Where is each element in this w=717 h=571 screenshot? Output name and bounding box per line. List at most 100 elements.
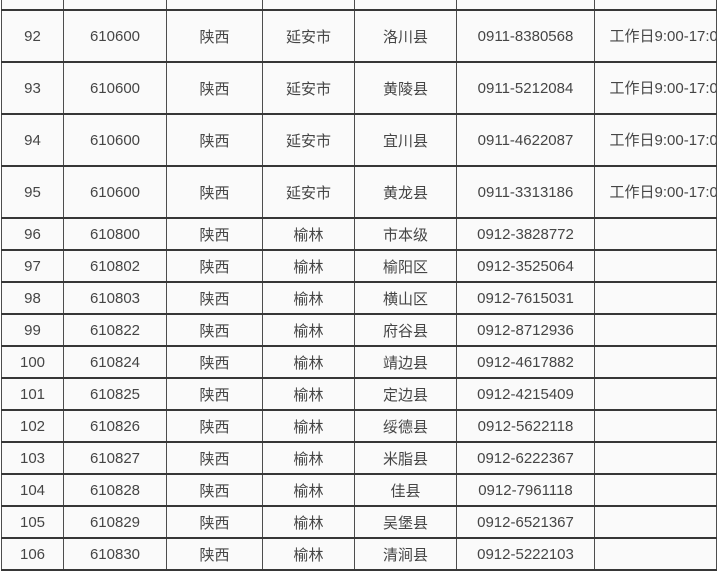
cell-city: 延安市 bbox=[262, 165, 355, 219]
cell-province: 陕西 bbox=[166, 61, 263, 115]
cell-province: 陕西 bbox=[166, 281, 263, 315]
cell-phone: 0911-8380568 bbox=[456, 9, 595, 63]
cell-phone: 0912-7961118 bbox=[456, 473, 595, 507]
table-row: 94 610600 陕西 延安市 宜川县 0911-4622087 工作日9:0… bbox=[1, 113, 717, 167]
cell-index: 98 bbox=[1, 281, 64, 315]
partial-row-top bbox=[1, 0, 717, 11]
cell-city: 延安市 bbox=[262, 9, 355, 63]
cell-code: 610802 bbox=[63, 249, 167, 283]
cell-hours bbox=[594, 313, 717, 347]
cell-hours bbox=[594, 249, 717, 283]
cell-district: 黄龙县 bbox=[354, 165, 457, 219]
cell-hours: 工作日9:00-17:00 bbox=[594, 9, 717, 63]
cell-city: 榆林 bbox=[262, 409, 355, 443]
hours-text: 工作日9:00-17:00 bbox=[609, 183, 717, 201]
cell-code: 610828 bbox=[63, 473, 167, 507]
cell-phone: 0912-6521367 bbox=[456, 505, 595, 539]
table-row: 93 610600 陕西 延安市 黄陵县 0911-5212084 工作日9:0… bbox=[1, 61, 717, 115]
cell-district: 定边县 bbox=[354, 377, 457, 411]
cell-district: 洛川县 bbox=[354, 9, 457, 63]
cell-empty bbox=[456, 0, 595, 11]
cell-city: 榆林 bbox=[262, 505, 355, 539]
cell-district: 佳县 bbox=[354, 473, 457, 507]
cell-city: 榆林 bbox=[262, 345, 355, 379]
cell-province: 陕西 bbox=[166, 165, 263, 219]
cell-index: 97 bbox=[1, 249, 64, 283]
cell-phone: 0912-6222367 bbox=[456, 441, 595, 475]
cell-index: 96 bbox=[1, 217, 64, 251]
cell-phone: 0911-4622087 bbox=[456, 113, 595, 167]
cell-index: 106 bbox=[1, 537, 64, 571]
cell-district: 府谷县 bbox=[354, 313, 457, 347]
table-row: 104 610828 陕西 榆林 佳县 0912-7961118 bbox=[1, 473, 717, 507]
cell-phone: 0911-5212084 bbox=[456, 61, 595, 115]
cell-phone: 0912-4617882 bbox=[456, 345, 595, 379]
cell-code: 610825 bbox=[63, 377, 167, 411]
cell-phone: 0911-3313186 bbox=[456, 165, 595, 219]
cell-province: 陕西 bbox=[166, 113, 263, 167]
cell-index: 105 bbox=[1, 505, 64, 539]
cell-district: 宜川县 bbox=[354, 113, 457, 167]
cell-empty bbox=[63, 0, 167, 11]
cell-hours bbox=[594, 441, 717, 475]
table-row: 106 610830 陕西 榆林 清涧县 0912-5222103 bbox=[1, 537, 717, 571]
cell-district: 黄陵县 bbox=[354, 61, 457, 115]
cell-code: 610822 bbox=[63, 313, 167, 347]
cell-empty bbox=[166, 0, 263, 11]
cell-hours: 工作日9:00-17:00 bbox=[594, 165, 717, 219]
cell-hours bbox=[594, 537, 717, 571]
table-row: 101 610825 陕西 榆林 定边县 0912-4215409 bbox=[1, 377, 717, 411]
hours-text: 工作日9:00-17:00 bbox=[609, 27, 717, 45]
table-row: 92 610600 陕西 延安市 洛川县 0911-8380568 工作日9:0… bbox=[1, 9, 717, 63]
cell-province: 陕西 bbox=[166, 441, 263, 475]
cell-code: 610600 bbox=[63, 165, 167, 219]
cell-phone: 0912-8712936 bbox=[456, 313, 595, 347]
cell-district: 横山区 bbox=[354, 281, 457, 315]
cell-district: 榆阳区 bbox=[354, 249, 457, 283]
cell-code: 610829 bbox=[63, 505, 167, 539]
table-row: 99 610822 陕西 榆林 府谷县 0912-8712936 bbox=[1, 313, 717, 347]
table-row: 95 610600 陕西 延安市 黄龙县 0911-3313186 工作日9:0… bbox=[1, 165, 717, 219]
cell-province: 陕西 bbox=[166, 249, 263, 283]
cell-hours bbox=[594, 473, 717, 507]
cell-district: 绥德县 bbox=[354, 409, 457, 443]
cell-code: 610830 bbox=[63, 537, 167, 571]
cell-city: 榆林 bbox=[262, 377, 355, 411]
cell-hours: 工作日9:00-17:00 bbox=[594, 61, 717, 115]
cell-phone: 0912-5222103 bbox=[456, 537, 595, 571]
cell-district: 市本级 bbox=[354, 217, 457, 251]
cell-city: 延安市 bbox=[262, 113, 355, 167]
cell-hours bbox=[594, 281, 717, 315]
cell-empty bbox=[594, 0, 717, 11]
cell-phone: 0912-7615031 bbox=[456, 281, 595, 315]
cell-city: 榆林 bbox=[262, 281, 355, 315]
cell-code: 610600 bbox=[63, 113, 167, 167]
cell-hours bbox=[594, 409, 717, 443]
table-row: 100 610824 陕西 榆林 靖边县 0912-4617882 bbox=[1, 345, 717, 379]
table-row: 97 610802 陕西 榆林 榆阳区 0912-3525064 bbox=[1, 249, 717, 283]
cell-phone: 0912-5622118 bbox=[456, 409, 595, 443]
cell-index: 94 bbox=[1, 113, 64, 167]
cell-index: 95 bbox=[1, 165, 64, 219]
cell-hours bbox=[594, 217, 717, 251]
cell-province: 陕西 bbox=[166, 345, 263, 379]
cell-hours: 工作日9:00-17:00 bbox=[594, 113, 717, 167]
cell-index: 92 bbox=[1, 9, 64, 63]
cell-index: 99 bbox=[1, 313, 64, 347]
cell-index: 100 bbox=[1, 345, 64, 379]
cell-province: 陕西 bbox=[166, 409, 263, 443]
hours-text: 工作日9:00-17:00 bbox=[609, 79, 717, 97]
cell-province: 陕西 bbox=[166, 217, 263, 251]
hours-text: 工作日9:00-17:00 bbox=[609, 131, 717, 149]
cell-district: 靖边县 bbox=[354, 345, 457, 379]
cell-city: 榆林 bbox=[262, 249, 355, 283]
cell-code: 610600 bbox=[63, 61, 167, 115]
cell-code: 610824 bbox=[63, 345, 167, 379]
cell-city: 榆林 bbox=[262, 473, 355, 507]
table-row: 98 610803 陕西 榆林 横山区 0912-7615031 bbox=[1, 281, 717, 315]
cell-province: 陕西 bbox=[166, 377, 263, 411]
cell-code: 610800 bbox=[63, 217, 167, 251]
cell-code: 610803 bbox=[63, 281, 167, 315]
table-row: 102 610826 陕西 榆林 绥德县 0912-5622118 bbox=[1, 409, 717, 443]
